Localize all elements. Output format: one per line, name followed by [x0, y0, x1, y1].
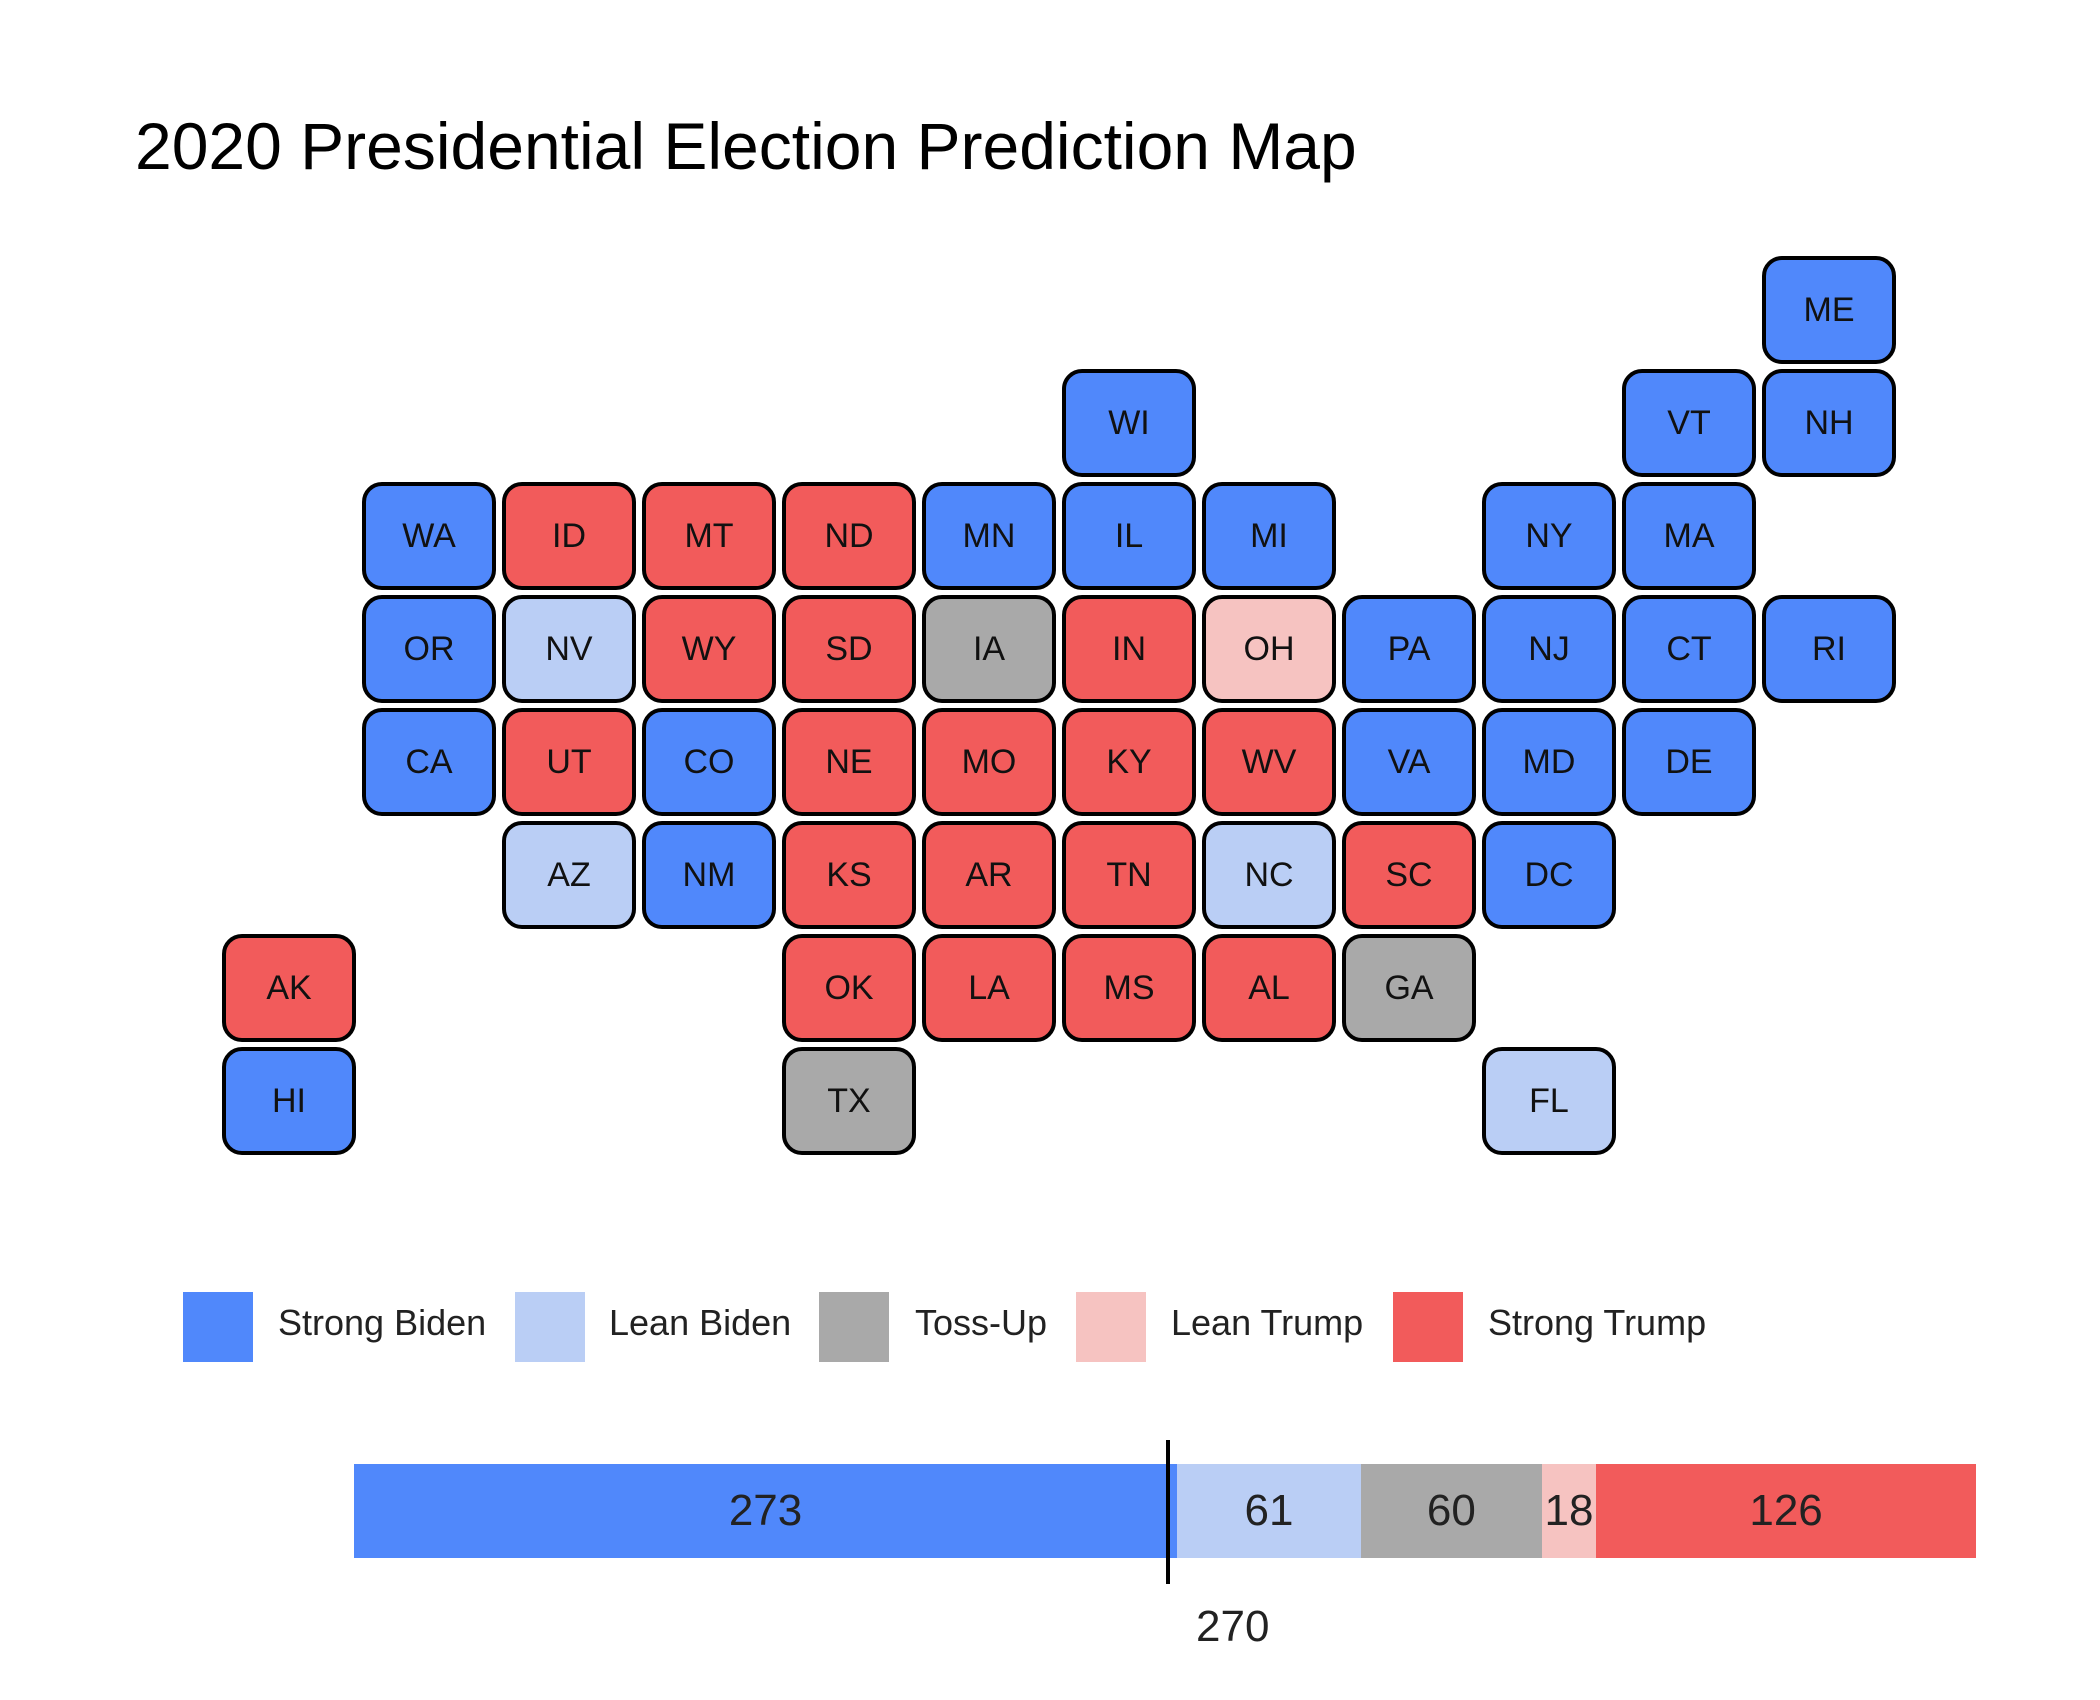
- state-tile-il: IL: [1062, 482, 1196, 590]
- electoral-vote-bar: 273 61 60 18 126 270: [0, 1420, 2100, 1680]
- state-tile-mo: MO: [922, 708, 1056, 816]
- state-tile-wy: WY: [642, 595, 776, 703]
- legend-label-toss-up: Toss-Up: [915, 1302, 1048, 1343]
- state-tile-ok: OK: [782, 934, 916, 1042]
- state-tile-ia: IA: [922, 595, 1056, 703]
- state-tile-ga: GA: [1342, 934, 1476, 1042]
- state-tile-hi: HI: [222, 1047, 356, 1155]
- state-tile-or: OR: [362, 595, 496, 703]
- state-tile-nj: NJ: [1482, 595, 1616, 703]
- state-tile-sd: SD: [782, 595, 916, 703]
- legend-label-strong-trump: Strong Trump: [1488, 1302, 1707, 1343]
- state-tile-ca: CA: [362, 708, 496, 816]
- state-tile-ny: NY: [1482, 482, 1616, 590]
- state-tile-ks: KS: [782, 821, 916, 929]
- state-tile-ri: RI: [1762, 595, 1896, 703]
- state-tile-ut: UT: [502, 708, 636, 816]
- tally-segment-strong-trump: 126: [1596, 1464, 1976, 1558]
- page-title: 2020 Presidential Election Prediction Ma…: [135, 109, 1357, 183]
- tally-segment-lean-trump: 18: [1541, 1464, 1597, 1558]
- state-tile-nd: ND: [782, 482, 916, 590]
- tally-segment-lean-biden: 61: [1177, 1464, 1361, 1558]
- state-tile-az: AZ: [502, 821, 636, 929]
- legend-swatch-toss-up: [819, 1292, 889, 1362]
- legend-label-lean-biden: Lean Biden: [609, 1302, 792, 1343]
- state-tile-sc: SC: [1342, 821, 1476, 929]
- legend-swatch-strong-biden: [183, 1292, 253, 1362]
- state-tile-nm: NM: [642, 821, 776, 929]
- threshold-label: 270: [1196, 1602, 1270, 1651]
- state-tile-ma: MA: [1622, 482, 1756, 590]
- state-tile-in: IN: [1062, 595, 1196, 703]
- state-tile-la: LA: [922, 934, 1056, 1042]
- state-tile-ak: AK: [222, 934, 356, 1042]
- state-tile-id: ID: [502, 482, 636, 590]
- tally-segment-strong-biden: 273: [354, 1464, 1178, 1558]
- state-tile-de: DE: [1622, 708, 1756, 816]
- state-tile-nh: NH: [1762, 369, 1896, 477]
- tally-segment-toss-up: 60: [1360, 1464, 1542, 1558]
- state-tile-wv: WV: [1202, 708, 1336, 816]
- state-tile-fl: FL: [1482, 1047, 1616, 1155]
- state-tile-mi: MI: [1202, 482, 1336, 590]
- state-tile-md: MD: [1482, 708, 1616, 816]
- state-tile-ky: KY: [1062, 708, 1196, 816]
- state-tile-va: VA: [1342, 708, 1476, 816]
- state-tile-tx: TX: [782, 1047, 916, 1155]
- state-tile-dc: DC: [1482, 821, 1616, 929]
- state-tile-mn: MN: [922, 482, 1056, 590]
- state-tile-tn: TN: [1062, 821, 1196, 929]
- state-tile-ms: MS: [1062, 934, 1196, 1042]
- state-tile-oh: OH: [1202, 595, 1336, 703]
- state-tile-map: ME WI VT NH WA ID MT ND MN IL MI NY MA OR NV WY SD IA IN OH…: [222, 256, 1896, 1155]
- state-tile-al: AL: [1202, 934, 1336, 1042]
- state-tile-co: CO: [642, 708, 776, 816]
- state-tile-vt: VT: [1622, 369, 1756, 477]
- legend-swatch-strong-trump: [1393, 1292, 1463, 1362]
- state-tile-me: ME: [1762, 256, 1896, 364]
- legend-swatch-lean-biden: [515, 1292, 585, 1362]
- legend: Strong Biden Lean Biden Toss-Up Lean Trump S…: [0, 1280, 2100, 1362]
- state-tile-wi: WI: [1062, 369, 1196, 477]
- state-tile-ar: AR: [922, 821, 1056, 929]
- state-tile-nv: NV: [502, 595, 636, 703]
- legend-label-strong-biden: Strong Biden: [278, 1302, 487, 1343]
- state-tile-mt: MT: [642, 482, 776, 590]
- legend-label-lean-trump: Lean Trump: [1171, 1302, 1364, 1343]
- state-tile-wa: WA: [362, 482, 496, 590]
- threshold-marker: [1166, 1440, 1170, 1584]
- state-tile-ct: CT: [1622, 595, 1756, 703]
- state-tile-nc: NC: [1202, 821, 1336, 929]
- legend-swatch-lean-trump: [1076, 1292, 1146, 1362]
- state-tile-ne: NE: [782, 708, 916, 816]
- state-tile-pa: PA: [1342, 595, 1476, 703]
